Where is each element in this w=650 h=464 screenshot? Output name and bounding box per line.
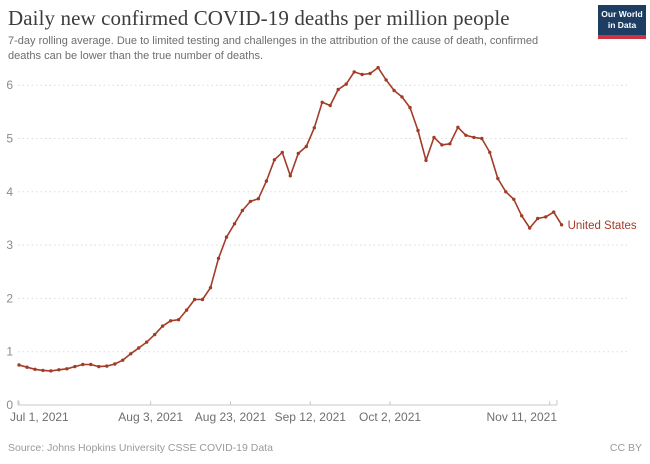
- x-tick-label: Jul 1, 2021: [10, 410, 69, 424]
- data-point[interactable]: [456, 125, 460, 129]
- data-point[interactable]: [33, 367, 37, 371]
- data-point[interactable]: [105, 364, 109, 368]
- data-point[interactable]: [520, 213, 524, 218]
- data-point[interactable]: [392, 88, 396, 93]
- data-point[interactable]: [121, 358, 125, 362]
- data-point[interactable]: [224, 235, 229, 239]
- data-point[interactable]: [368, 71, 372, 76]
- data-point[interactable]: [184, 308, 189, 312]
- data-point[interactable]: [296, 151, 300, 155]
- x-tick-label: Sep 12, 2021: [275, 410, 347, 424]
- data-point[interactable]: [288, 173, 292, 178]
- license-link[interactable]: CC BY: [609, 441, 642, 454]
- chart-subtitle: 7-day rolling average. Due to limited te…: [8, 35, 539, 62]
- data-point[interactable]: [400, 95, 404, 99]
- data-point[interactable]: [113, 362, 117, 366]
- data-point[interactable]: [25, 365, 29, 369]
- data-point[interactable]: [559, 222, 564, 227]
- data-point[interactable]: [168, 318, 173, 323]
- data-point[interactable]: [504, 189, 508, 194]
- chart-title: Daily new confirmed COVID-19 deaths per …: [8, 6, 510, 30]
- data-point[interactable]: [416, 128, 420, 133]
- y-tick-label: 3: [6, 238, 13, 252]
- data-point[interactable]: [312, 125, 316, 130]
- data-point[interactable]: [488, 150, 492, 154]
- line-chart-canvas[interactable]: 0 1 2 3 4 5 6 Jul 1, 2021 Aug 3, 2021 Aug 23, 202…: [0, 64, 650, 428]
- data-point[interactable]: [192, 297, 197, 302]
- source-note: Source: Johns Hopkins University CSSE CO…: [8, 441, 273, 454]
- data-point[interactable]: [49, 369, 53, 373]
- data-point[interactable]: [272, 157, 277, 162]
- data-point[interactable]: [65, 366, 69, 371]
- data-point[interactable]: [360, 72, 364, 77]
- y-tick-label: 5: [6, 131, 13, 145]
- data-point[interactable]: [424, 158, 428, 162]
- data-point[interactable]: [240, 208, 245, 213]
- data-point[interactable]: [512, 197, 516, 201]
- data-point[interactable]: [97, 364, 101, 369]
- data-point[interactable]: [440, 143, 444, 147]
- data-point[interactable]: [17, 363, 21, 367]
- data-point[interactable]: [200, 297, 205, 302]
- data-point[interactable]: [320, 100, 324, 104]
- data-point[interactable]: [536, 216, 540, 221]
- data-point[interactable]: [496, 176, 500, 181]
- data-point[interactable]: [464, 133, 468, 137]
- data-point[interactable]: [432, 135, 436, 139]
- data-point[interactable]: [145, 340, 149, 344]
- data-point[interactable]: [480, 136, 484, 141]
- owid-logo-line1: Our World: [601, 9, 643, 20]
- owid-logo-line2: in Data: [607, 20, 637, 30]
- data-point[interactable]: [176, 317, 181, 322]
- data-point[interactable]: [448, 141, 452, 146]
- data-point[interactable]: [41, 368, 45, 372]
- data-point[interactable]: [384, 78, 388, 82]
- y-tick-label: 4: [6, 185, 13, 199]
- data-point[interactable]: [89, 362, 93, 367]
- entity-label[interactable]: United States: [568, 220, 637, 232]
- data-point[interactable]: [264, 179, 269, 183]
- data-point[interactable]: [256, 196, 261, 201]
- data-point[interactable]: [344, 82, 348, 86]
- data-point[interactable]: [153, 332, 157, 337]
- chart-footer: Source: Johns Hopkins University CSSE CO…: [0, 428, 650, 454]
- data-point[interactable]: [137, 346, 141, 350]
- data-point[interactable]: [552, 210, 556, 214]
- y-tick-label: 2: [6, 291, 13, 305]
- data-line-united-states[interactable]: [18, 66, 563, 372]
- data-point[interactable]: [328, 103, 332, 108]
- data-point[interactable]: [57, 367, 61, 372]
- chart-header: Daily new confirmed COVID-19 deaths per …: [0, 0, 650, 64]
- data-point[interactable]: [81, 362, 85, 367]
- data-point[interactable]: [208, 285, 213, 290]
- data-point[interactable]: [73, 364, 77, 369]
- x-tick-label: Aug 3, 2021: [118, 410, 183, 424]
- data-point[interactable]: [216, 256, 221, 260]
- data-point[interactable]: [472, 135, 476, 139]
- data-point[interactable]: [248, 199, 253, 203]
- data-point[interactable]: [160, 324, 165, 328]
- y-tick-label: 6: [6, 78, 13, 92]
- data-point[interactable]: [304, 144, 308, 149]
- data-point[interactable]: [408, 105, 412, 110]
- data-point[interactable]: [376, 65, 380, 70]
- x-tick-label: Oct 2, 2021: [359, 410, 421, 424]
- x-tick-label: Aug 23, 2021: [195, 410, 267, 424]
- data-point[interactable]: [528, 226, 532, 230]
- owid-logo[interactable]: Our World in Data: [598, 5, 646, 39]
- y-tick-label: 1: [6, 345, 13, 359]
- data-point[interactable]: [129, 351, 133, 356]
- x-tick-label: Nov 11, 2021: [487, 410, 558, 424]
- data-point[interactable]: [352, 70, 356, 74]
- y-tick-label: 0: [6, 398, 13, 412]
- data-point[interactable]: [232, 221, 237, 226]
- data-point[interactable]: [280, 150, 284, 154]
- data-point[interactable]: [544, 215, 548, 219]
- data-point[interactable]: [336, 87, 340, 92]
